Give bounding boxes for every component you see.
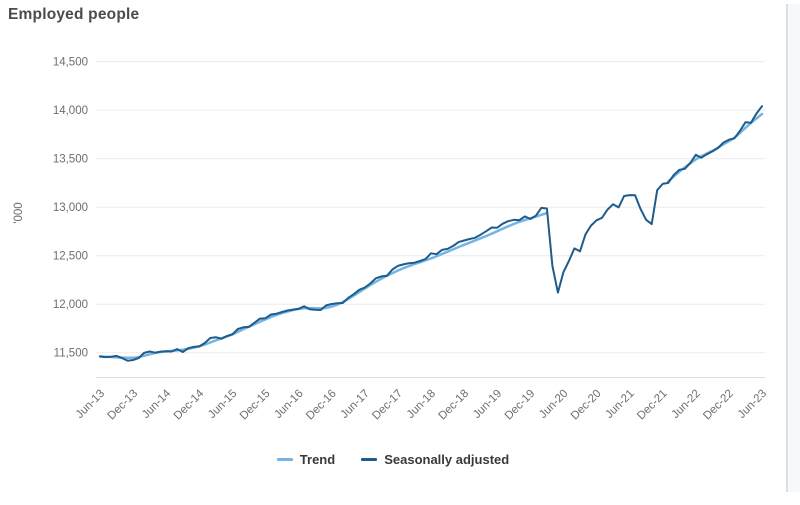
x-tick-label: Dec-13 bbox=[106, 388, 141, 423]
legend-item-trend[interactable]: Trend bbox=[276, 452, 336, 467]
x-tick-label: Jun-15 bbox=[206, 388, 239, 421]
x-tick-label: Dec-20 bbox=[569, 388, 604, 423]
y-tick-label: 12,500 bbox=[53, 251, 88, 263]
x-tick-label: Dec-14 bbox=[172, 387, 207, 422]
x-tick-label: Jun-14 bbox=[140, 387, 174, 421]
y-tick-label: 13,500 bbox=[53, 154, 88, 166]
x-tick-label: Dec-21 bbox=[635, 388, 670, 423]
x-tick-label: Dec-22 bbox=[701, 388, 736, 423]
chart-legend: Trend Seasonally adjusted bbox=[0, 452, 786, 467]
scrollbar-track[interactable] bbox=[788, 4, 800, 492]
y-tick-label: 13,000 bbox=[53, 202, 88, 214]
x-tick-label: Jun-19 bbox=[471, 388, 504, 421]
trend-line bbox=[98, 112, 764, 360]
y-tick-label: 11,500 bbox=[54, 348, 88, 360]
x-tick-label: Dec-16 bbox=[304, 388, 339, 423]
employment-line-chart: 11,500 12,000 12,500 13,000 13,500 14,000 14,5… bbox=[13, 57, 769, 423]
x-tick-label: Jun-17 bbox=[339, 388, 372, 421]
x-tick-label: Jun-18 bbox=[405, 388, 438, 421]
x-tick-label: Jun-16 bbox=[272, 388, 305, 421]
trend-swatch-icon bbox=[276, 458, 293, 461]
scrollbar-divider-line bbox=[786, 4, 788, 492]
seasonally-adjusted-line bbox=[99, 105, 763, 362]
legend-label-trend: Trend bbox=[299, 452, 336, 467]
chart-title: Employed people bbox=[8, 6, 140, 23]
y-tick-label: 12,000 bbox=[53, 299, 88, 311]
seasonally-adjusted-swatch-icon bbox=[361, 458, 378, 461]
y-tick-label: 14,500 bbox=[53, 57, 88, 69]
x-tick-label: Jun-20 bbox=[537, 388, 570, 421]
legend-item-seasonally-adjusted[interactable]: Seasonally adjusted bbox=[361, 452, 509, 467]
x-tick-label: Jun-21 bbox=[603, 388, 636, 421]
y-axis-title: '000 bbox=[13, 202, 25, 223]
legend-label-seasonally-adjusted: Seasonally adjusted bbox=[384, 452, 510, 467]
x-tick-label: Dec-17 bbox=[370, 388, 405, 423]
x-tick-label: Dec-18 bbox=[437, 388, 472, 423]
x-tick-label: Jun-23 bbox=[736, 388, 769, 421]
x-tick-label: Jun-22 bbox=[670, 388, 703, 421]
x-tick-label: Jun-13 bbox=[74, 388, 107, 421]
y-tick-label: 14,000 bbox=[53, 105, 88, 117]
x-tick-label: Dec-15 bbox=[238, 388, 273, 423]
x-tick-label: Dec-19 bbox=[503, 388, 538, 423]
